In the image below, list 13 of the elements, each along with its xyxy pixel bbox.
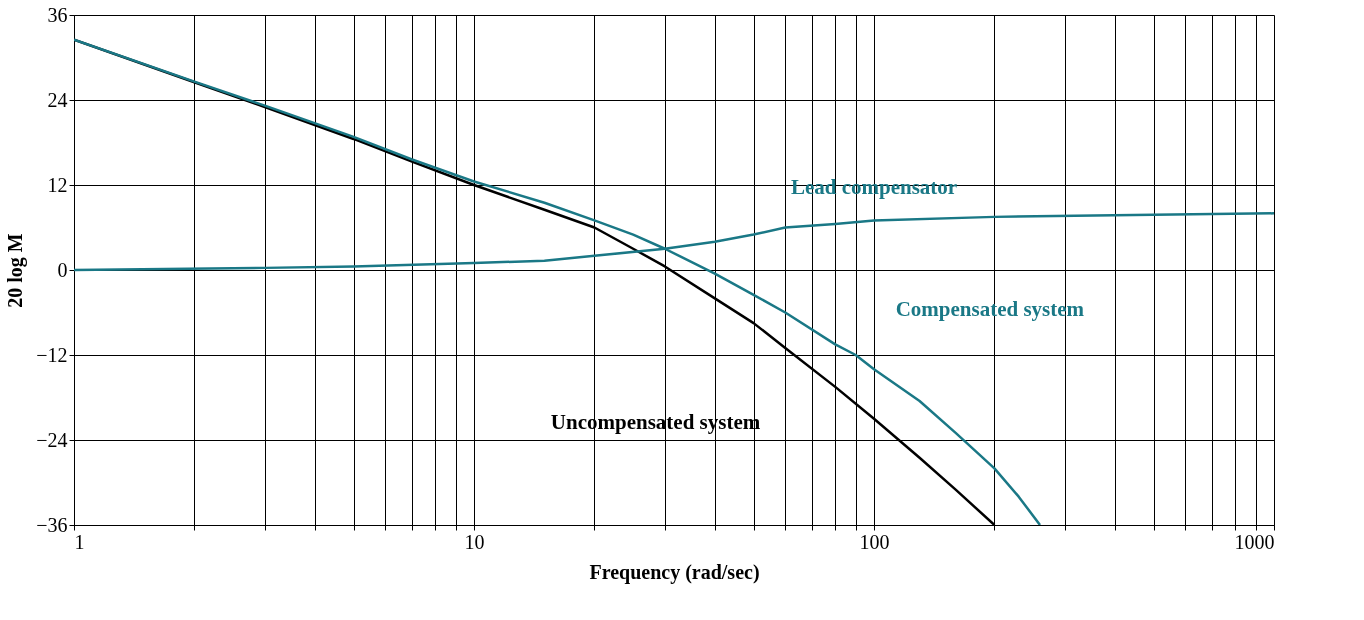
y-axis-title: 20 log M xyxy=(4,233,28,308)
y-tick-label: −36 xyxy=(36,513,68,536)
x-tick-label: 1000 xyxy=(1234,530,1275,553)
y-tick-label: −12 xyxy=(36,343,68,366)
x-tick-label: 10 xyxy=(464,530,485,553)
y-tick-label: 12 xyxy=(47,173,68,196)
x-tick-label: 1 xyxy=(74,530,85,553)
y-tick-label: 24 xyxy=(47,88,68,111)
y-tick-label: 36 xyxy=(47,3,68,26)
y-tick-label: −24 xyxy=(36,428,68,451)
x-axis-title: Frequency (rad/sec) xyxy=(589,560,760,584)
y-tick-label: 0 xyxy=(57,258,68,281)
x-tick-label: 100 xyxy=(859,530,890,553)
